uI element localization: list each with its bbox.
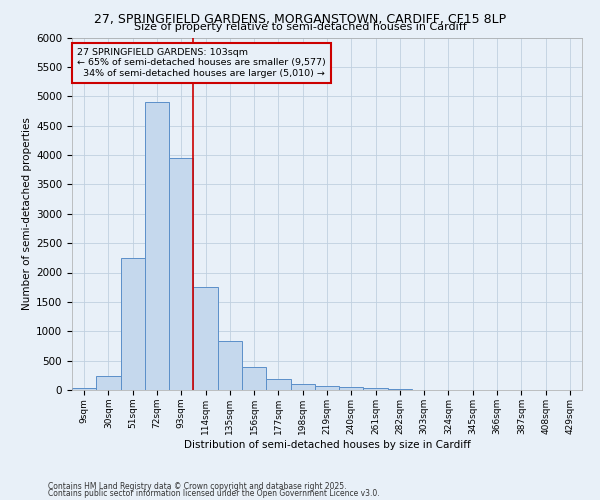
Text: 27 SPRINGFIELD GARDENS: 103sqm
← 65% of semi-detached houses are smaller (9,577): 27 SPRINGFIELD GARDENS: 103sqm ← 65% of … <box>77 48 326 78</box>
Bar <box>169 158 193 390</box>
Bar <box>193 287 218 390</box>
X-axis label: Distribution of semi-detached houses by size in Cardiff: Distribution of semi-detached houses by … <box>184 440 470 450</box>
Text: Contains HM Land Registry data © Crown copyright and database right 2025.: Contains HM Land Registry data © Crown c… <box>48 482 347 491</box>
Text: Size of property relative to semi-detached houses in Cardiff: Size of property relative to semi-detach… <box>134 22 466 32</box>
Bar <box>242 367 266 390</box>
Y-axis label: Number of semi-detached properties: Number of semi-detached properties <box>22 118 32 310</box>
Bar <box>315 386 339 390</box>
Bar <box>121 258 145 390</box>
Bar <box>218 340 242 390</box>
Bar <box>290 384 315 390</box>
Bar <box>364 388 388 390</box>
Bar <box>72 388 96 390</box>
Bar <box>145 102 169 390</box>
Bar <box>266 379 290 390</box>
Text: Contains public sector information licensed under the Open Government Licence v3: Contains public sector information licen… <box>48 489 380 498</box>
Text: 27, SPRINGFIELD GARDENS, MORGANSTOWN, CARDIFF, CF15 8LP: 27, SPRINGFIELD GARDENS, MORGANSTOWN, CA… <box>94 12 506 26</box>
Bar <box>96 376 121 390</box>
Bar <box>339 387 364 390</box>
